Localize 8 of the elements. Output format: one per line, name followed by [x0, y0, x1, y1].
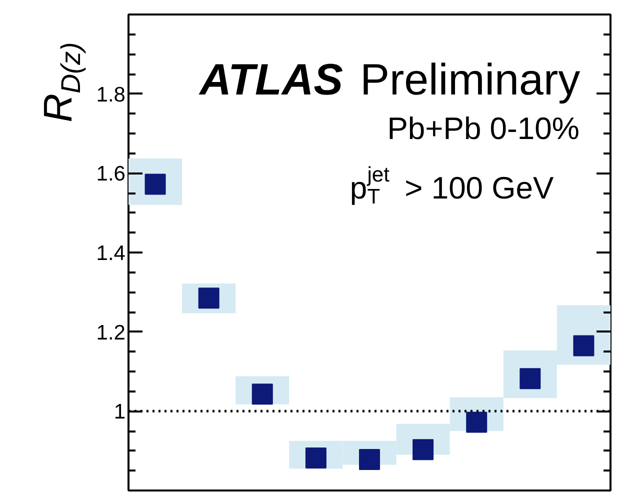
annotation: ATLAS Preliminary: [198, 55, 580, 104]
y-tick-label: 1: [114, 400, 126, 424]
y-tick-label: 1.6: [96, 162, 126, 186]
annotation: Pb+Pb 0-10%: [387, 110, 580, 146]
y-tick-label: 1.8: [96, 83, 126, 106]
y-axis-title: RD(z): [36, 42, 86, 122]
y-tick-label: 1.2: [96, 321, 126, 344]
y-tick-label: 1.4: [96, 242, 126, 265]
